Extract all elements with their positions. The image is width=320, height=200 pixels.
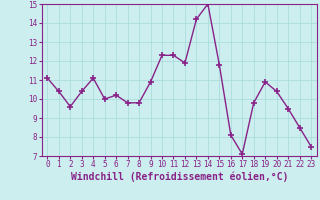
X-axis label: Windchill (Refroidissement éolien,°C): Windchill (Refroidissement éolien,°C) [70, 172, 288, 182]
